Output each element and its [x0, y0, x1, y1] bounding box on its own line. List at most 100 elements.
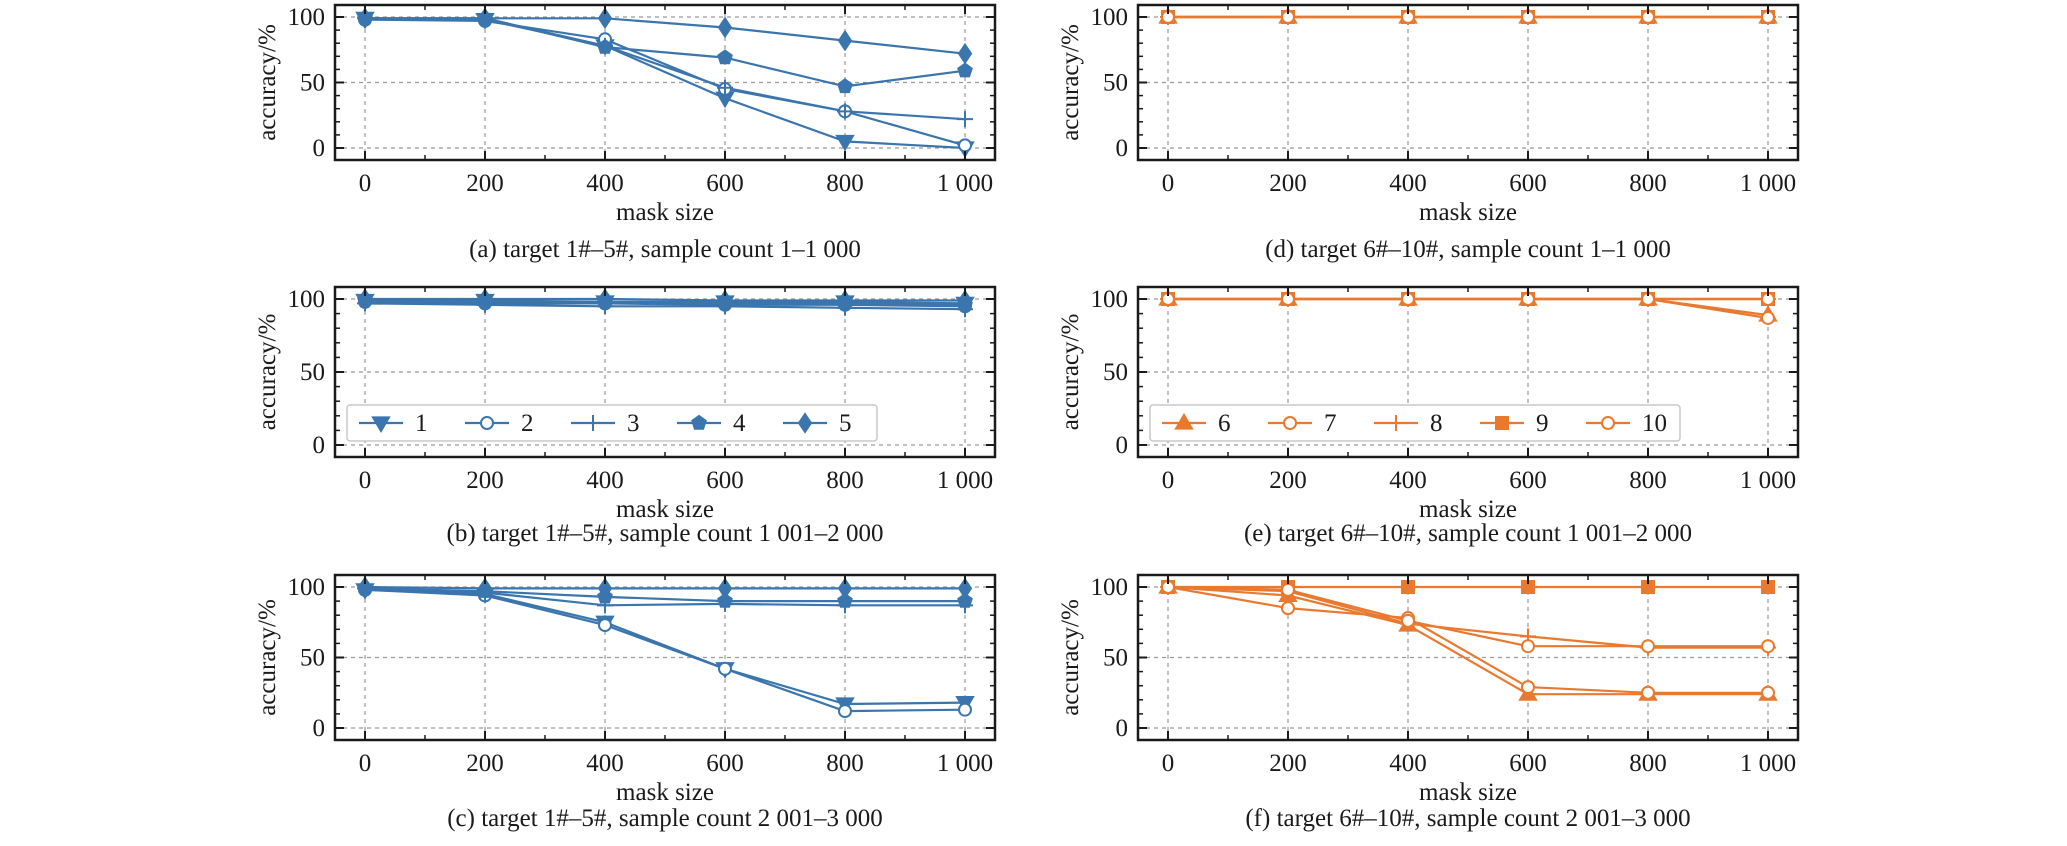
panel-caption: (d) target 6#–10#, sample count 1–1 000 [1265, 236, 1671, 263]
data-point-marker [1283, 416, 1297, 430]
series-line-3 [365, 17, 966, 121]
data-point-marker [957, 62, 973, 78]
data-point-marker [717, 16, 733, 39]
series-line-5 [364, 585, 965, 590]
data-point-marker [957, 577, 973, 600]
y-tick-label: 0 [313, 715, 326, 742]
data-point-marker [957, 592, 973, 608]
legend: 1 2 3 4 5 [346, 404, 878, 442]
data-point-marker [480, 416, 494, 430]
series-line-7 [1167, 585, 1768, 694]
x-tick-label: 400 [1389, 467, 1427, 494]
legend-label: 6 [1218, 410, 1231, 437]
series-line-1 [364, 588, 966, 706]
series-line-10 [1167, 585, 1768, 648]
data-point-marker [957, 42, 973, 65]
legend-label: 3 [627, 410, 640, 437]
x-tick-label: 0 [359, 750, 372, 777]
x-tick-label: 200 [466, 170, 504, 197]
legend: 6 7 8 9 10 [1149, 404, 1681, 442]
data-point-marker [958, 138, 972, 153]
panel-a: 0 200 400 600 800 1 000 0 50 100 mask size accurac… [254, 3, 997, 263]
y-tick-label: 50 [300, 70, 325, 97]
legend-label: 5 [839, 410, 852, 437]
data-point-marker [957, 289, 973, 312]
y-tick-label: 100 [1091, 4, 1129, 31]
y-axis-label: accuracy/% [254, 599, 281, 716]
data-point-marker [357, 576, 373, 598]
data-point-marker [1761, 310, 1775, 325]
data-point-marker [477, 577, 493, 600]
y-tick-label: 50 [300, 359, 325, 386]
x-tick-label: 400 [586, 170, 624, 197]
x-tick-label: 800 [1629, 170, 1667, 197]
panel-caption: (e) target 6#–10#, sample count 1 001–2 … [1244, 520, 1692, 547]
y-tick-label: 50 [300, 645, 325, 672]
series-line-4 [364, 299, 966, 306]
data-point-marker [717, 289, 733, 312]
x-tick-label: 1 000 [937, 170, 993, 197]
series-line-7 [1168, 297, 1769, 320]
x-tick-label: 1 000 [1740, 750, 1796, 777]
legend-label: 4 [733, 410, 746, 437]
data-point-marker [585, 415, 601, 431]
x-tick-label: 600 [706, 750, 744, 777]
x-tick-label: 800 [826, 467, 864, 494]
y-axis-label: accuracy/% [254, 314, 281, 431]
x-tick-label: 200 [1269, 750, 1307, 777]
y-axis-label: accuracy/% [254, 24, 281, 141]
x-axis-label: mask size [1419, 779, 1517, 806]
x-tick-label: 400 [1389, 170, 1427, 197]
x-tick-label: 1 000 [937, 750, 993, 777]
data-point-marker [838, 704, 852, 719]
data-point-marker [691, 414, 707, 430]
x-tick-label: 600 [1509, 750, 1547, 777]
x-tick-label: 400 [1389, 750, 1427, 777]
x-tick-label: 1 000 [1740, 467, 1796, 494]
y-tick-label: 50 [1103, 70, 1128, 97]
panel-caption: (f) target 6#–10#, sample count 2 001–3 … [1245, 805, 1690, 832]
data-point-marker [597, 7, 613, 30]
y-tick-label: 100 [288, 286, 326, 313]
data-point-marker [1641, 685, 1655, 700]
data-point-marker [1641, 639, 1655, 654]
legend-label: 10 [1642, 410, 1667, 437]
data-point-marker [958, 702, 972, 717]
series-line-3 [364, 302, 966, 311]
series-line-2 [364, 300, 966, 308]
x-tick-label: 1 000 [1740, 170, 1796, 197]
x-tick-label: 1 000 [937, 467, 993, 494]
x-axis-label: mask size [1419, 199, 1517, 226]
panel-caption: (b) target 1#–5#, sample count 1 001–2 0… [447, 520, 884, 547]
data-point-marker [597, 288, 613, 310]
panel-d: 0 200 400 600 800 1 000 0 50 100 mask size accurac… [1057, 3, 1800, 263]
legend-label: 2 [521, 410, 534, 437]
data-point-marker [717, 592, 733, 608]
data-point-marker [837, 29, 853, 52]
panel-e: 0 200 400 600 800 1 000 0 50 100 mask size accurac… [1057, 285, 1800, 547]
x-tick-label: 800 [1629, 750, 1667, 777]
x-tick-label: 600 [1509, 170, 1547, 197]
y-tick-label: 50 [1103, 359, 1128, 386]
y-tick-label: 0 [313, 432, 326, 459]
y-tick-label: 0 [1116, 135, 1129, 162]
x-tick-label: 400 [586, 750, 624, 777]
data-point-marker [1521, 680, 1535, 695]
legend-label: 9 [1536, 410, 1549, 437]
y-tick-label: 100 [1091, 574, 1129, 601]
panel-c: 0 200 400 600 800 1 000 0 50 100 mask size accurac… [254, 573, 997, 832]
data-point-marker [717, 577, 733, 600]
data-point-marker [957, 111, 973, 128]
x-tick-label: 0 [1162, 170, 1175, 197]
data-point-marker [1761, 685, 1775, 700]
series-line-5 [365, 17, 966, 55]
data-point-marker [1401, 613, 1415, 628]
panel-caption: (a) target 1#–5#, sample count 1–1 000 [469, 236, 861, 263]
series-line-6 [1168, 297, 1769, 317]
data-point-marker [598, 618, 612, 633]
series-line-5 [365, 297, 965, 302]
data-point-marker [1495, 416, 1509, 430]
x-axis-label: mask size [616, 779, 714, 806]
panel-f: 0 200 400 600 800 1 000 0 50 100 mask size accurac… [1057, 573, 1800, 832]
